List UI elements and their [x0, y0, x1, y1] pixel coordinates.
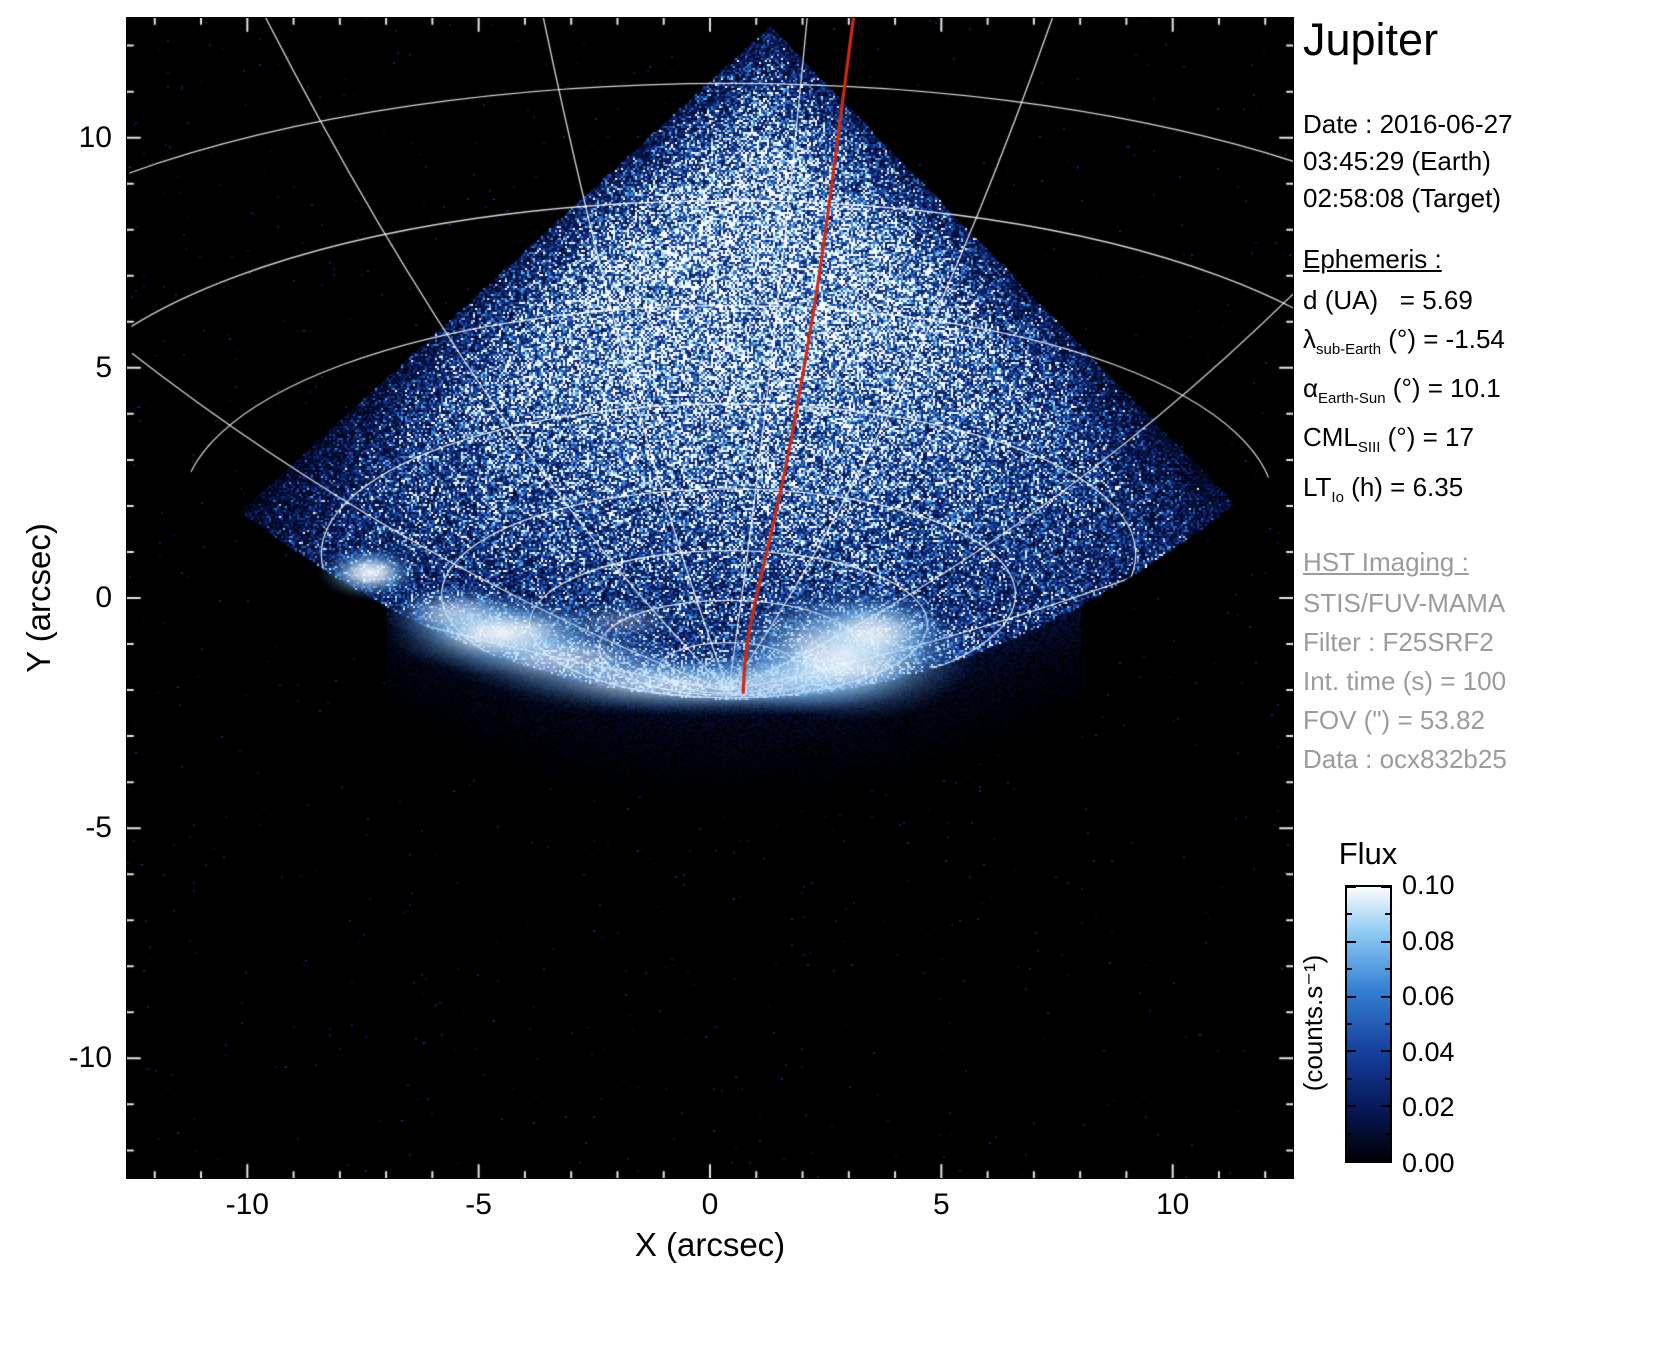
- colorbar-title: Flux: [1318, 836, 1418, 872]
- x-tick-label: 10: [1113, 1188, 1233, 1222]
- colorbar-tick-mark: [1381, 941, 1390, 943]
- ephemeris-line: αEarth-Sun (°) = 10.1: [1303, 369, 1675, 418]
- colorbar-tick-mark: [1347, 886, 1356, 888]
- time-target-line: 02:58:08 (Target): [1303, 180, 1675, 217]
- hst-imaging-line: Filter : F25SRF2: [1303, 623, 1675, 662]
- ephemeris-list: d (UA) = 5.69 λsub-Earth (°) = -1.54 αEart…: [1303, 281, 1675, 517]
- colorbar-tick-label: 0.06: [1402, 980, 1492, 1012]
- hst-imaging-line: FOV (") = 53.82: [1303, 701, 1675, 740]
- observation-times: Date : 2016-06-27 03:45:29 (Earth) 02:58…: [1303, 106, 1675, 217]
- colorbar-tick-mark: [1381, 1050, 1390, 1052]
- colorbar-tick-mark: [1347, 968, 1352, 970]
- colorbar-tick-mark: [1385, 1023, 1390, 1025]
- colorbar-tick-mark: [1381, 996, 1390, 998]
- y-tick-label: 0: [0, 580, 112, 616]
- colorbar-gradient: [1345, 885, 1392, 1163]
- hst-imaging-list: STIS/FUV-MAMA Filter : F25SRF2 Int. time (…: [1303, 584, 1675, 779]
- y-tick-label: 10: [0, 120, 112, 156]
- colorbar-tick-mark: [1381, 1105, 1390, 1107]
- colorbar-tick-label: 0.00: [1402, 1147, 1492, 1179]
- x-tick-label: -10: [187, 1188, 307, 1222]
- colorbar-tick-mark: [1385, 1078, 1390, 1080]
- plot-area: [127, 18, 1293, 1178]
- ephemeris-line: λsub-Earth (°) = -1.54: [1303, 320, 1675, 369]
- colorbar-tick-mark: [1347, 1023, 1352, 1025]
- colorbar-tick-label: 0.04: [1402, 1036, 1492, 1068]
- x-tick-label: -5: [419, 1188, 539, 1222]
- ephemeris-line: CMLSIII (°) = 17: [1303, 418, 1675, 467]
- colorbar-tick-mark: [1347, 996, 1356, 998]
- x-tick-label: 5: [881, 1188, 1001, 1222]
- date-line: Date : 2016-06-27: [1303, 106, 1675, 143]
- y-tick-label: 5: [0, 350, 112, 386]
- y-tick-label: -5: [0, 810, 112, 846]
- hst-imaging-line: Data : ocx832b25: [1303, 740, 1675, 779]
- ephemeris-line: d (UA) = 5.69: [1303, 281, 1675, 320]
- x-axis-label: X (arcsec): [560, 1226, 860, 1264]
- colorbar-tick-label: 0.08: [1402, 925, 1492, 957]
- colorbar-tick-mark: [1381, 886, 1390, 888]
- hst-imaging-line: Int. time (s) = 100: [1303, 662, 1675, 701]
- colorbar-tick-label: 0.02: [1402, 1091, 1492, 1123]
- colorbar-tick-mark: [1381, 1160, 1390, 1162]
- colorbar-units-label: (counts.s⁻¹): [1298, 923, 1328, 1123]
- ephemeris-heading: Ephemeris :: [1303, 244, 1675, 275]
- colorbar-tick-label: 0.10: [1402, 869, 1492, 901]
- colorbar-tick-mark: [1347, 1105, 1356, 1107]
- colorbar-tick-mark: [1347, 1050, 1356, 1052]
- figure-root: X (arcsec) Y (arcsec) Jupiter Date : 201…: [0, 0, 1677, 1367]
- x-tick-label: 0: [650, 1188, 770, 1222]
- time-earth-line: 03:45:29 (Earth): [1303, 143, 1675, 180]
- colorbar-tick-mark: [1347, 913, 1352, 915]
- hst-imaging-line: STIS/FUV-MAMA: [1303, 584, 1675, 623]
- colorbar-tick-mark: [1347, 941, 1356, 943]
- sky-image-canvas: [127, 18, 1293, 1178]
- colorbar-tick-mark: [1385, 968, 1390, 970]
- colorbar-tick-mark: [1347, 1133, 1352, 1135]
- colorbar-tick-mark: [1347, 1078, 1352, 1080]
- colorbar-tick-mark: [1385, 1133, 1390, 1135]
- colorbar-tick-mark: [1385, 913, 1390, 915]
- hst-imaging-heading: HST Imaging :: [1303, 547, 1675, 578]
- info-panel: Jupiter Date : 2016-06-27 03:45:29 (Eart…: [1303, 14, 1675, 779]
- colorbar-tick-mark: [1347, 1160, 1356, 1162]
- target-title: Jupiter: [1303, 14, 1675, 66]
- ephemeris-line: LTIo (h) = 6.35: [1303, 468, 1675, 517]
- y-tick-label: -10: [0, 1040, 112, 1076]
